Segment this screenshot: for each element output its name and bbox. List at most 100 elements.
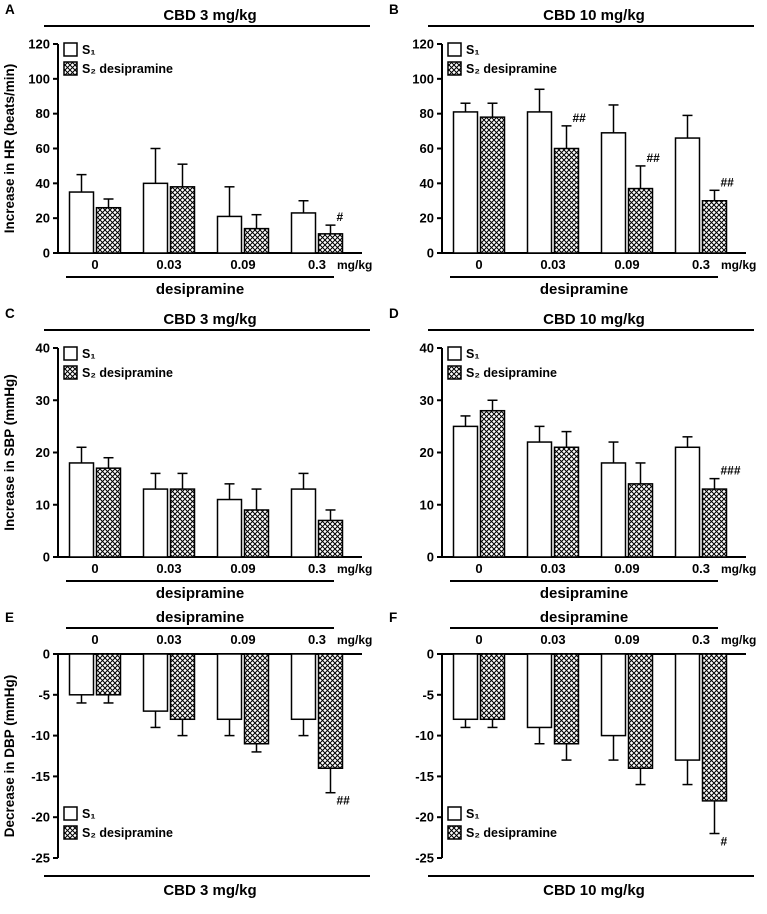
bar-s1 <box>68 191 95 254</box>
y-axis-label: Decrease in DBP (mmHg) <box>2 675 17 838</box>
legend-label: S₂ desipramine <box>82 826 173 840</box>
legend-label: S₁ <box>466 43 480 57</box>
bar-s1 <box>290 488 317 558</box>
y-tick-label: 30 <box>36 393 50 408</box>
legend-swatch <box>63 825 78 840</box>
legend-label: S₁ <box>82 347 96 361</box>
bar-s2 <box>627 483 654 558</box>
y-tick-label: 20 <box>420 445 434 460</box>
bar-s1 <box>216 653 243 721</box>
bar-s2 <box>243 227 270 254</box>
bar-s2 <box>317 519 344 558</box>
y-tick-label: 40 <box>420 341 434 356</box>
panel-letter: F <box>389 610 397 625</box>
panel-b: B CBD 10 mg/kg 0 20 40 60 80 100 120 0 0.03 0.09 0.3… <box>384 0 767 300</box>
y-tick-label: -5 <box>422 687 434 702</box>
bar-s2 <box>243 509 270 558</box>
x-tick-label: 0.09 <box>230 561 255 576</box>
x-axis-group-label: desipramine <box>540 281 628 298</box>
significance-annotation: ### <box>721 464 741 478</box>
y-tick-label: 60 <box>36 141 50 156</box>
legend-label: S₂ desipramine <box>466 826 557 840</box>
x-tick-label: 0.3 <box>692 632 710 647</box>
x-tick-label: 0.3 <box>692 257 710 272</box>
bar-s1 <box>452 425 479 558</box>
significance-annotation: ## <box>573 111 587 125</box>
bar-s2 <box>701 488 728 558</box>
x-tick-label: 0.3 <box>692 561 710 576</box>
x-tick-label: 0.3 <box>308 561 326 576</box>
x-unit-label: mg/kg <box>337 633 372 647</box>
bar-s1 <box>600 653 627 737</box>
x-tick-label: 0.3 <box>308 632 326 647</box>
x-unit-label: mg/kg <box>721 562 756 576</box>
bar-s2 <box>553 147 580 254</box>
bar-s2 <box>169 488 196 558</box>
x-tick-label: 0 <box>475 561 482 576</box>
legend-label: S₂ desipramine <box>82 62 173 76</box>
panel-chart-svg: C CBD 3 mg/kg 0 10 20 30 40 Increase in SBP (mm… <box>2 306 372 602</box>
x-tick-label: 0.3 <box>308 257 326 272</box>
bar-s2 <box>627 187 654 254</box>
legend-label: S₂ desipramine <box>466 62 557 76</box>
x-tick-label: 0.03 <box>540 257 565 272</box>
y-tick-label: -25 <box>31 851 50 866</box>
y-tick-label: -10 <box>415 728 434 743</box>
bar-s2 <box>95 206 122 254</box>
x-axis-group-label: desipramine <box>540 609 628 626</box>
y-tick-label: 120 <box>28 37 50 52</box>
legend-swatch <box>63 365 78 380</box>
significance-annotation: # <box>337 210 344 224</box>
y-tick-label: -15 <box>415 769 434 784</box>
bar-s1 <box>674 653 701 761</box>
bar-s2 <box>479 653 506 721</box>
y-tick-label: 0 <box>427 647 434 662</box>
bar-s1 <box>674 137 701 254</box>
legend-label: S₁ <box>466 807 480 821</box>
bar-s2 <box>479 116 506 254</box>
bar-s2 <box>701 653 728 802</box>
bar-s1 <box>290 212 317 254</box>
x-tick-label: 0.09 <box>614 257 639 272</box>
significance-annotation: ## <box>337 794 351 808</box>
legend-swatch <box>447 806 462 821</box>
panel-title: CBD 10 mg/kg <box>543 7 645 24</box>
x-tick-label: 0.03 <box>156 561 181 576</box>
x-tick-label: 0 <box>91 257 98 272</box>
y-tick-label: 100 <box>412 71 434 86</box>
x-tick-label: 0.03 <box>540 632 565 647</box>
bar-s2 <box>317 653 344 769</box>
legend-swatch <box>447 42 462 57</box>
legend-swatch <box>447 365 462 380</box>
panel-title: CBD 10 mg/kg <box>543 882 645 899</box>
x-tick-label: 0.09 <box>230 257 255 272</box>
y-tick-label: 60 <box>420 141 434 156</box>
bar-s1 <box>526 653 553 729</box>
bar-s1 <box>526 111 553 254</box>
bar-s2 <box>553 446 580 558</box>
y-tick-label: 40 <box>420 176 434 191</box>
panel-chart-svg: B CBD 10 mg/kg 0 20 40 60 80 100 120 0 0.03 0.09 0.3… <box>389 2 756 298</box>
x-tick-label: 0.03 <box>156 632 181 647</box>
bar-s1 <box>290 653 317 721</box>
y-tick-label: 0 <box>43 246 50 261</box>
bar-s1 <box>216 215 243 254</box>
panel-title: CBD 3 mg/kg <box>163 311 256 328</box>
y-tick-label: 20 <box>36 445 50 460</box>
legend-label: S₂ desipramine <box>466 366 557 380</box>
panel-letter: E <box>5 610 14 625</box>
legend-label: S₁ <box>466 347 480 361</box>
y-tick-label: 40 <box>36 341 50 356</box>
x-tick-label: 0 <box>475 632 482 647</box>
legend-swatch <box>63 61 78 76</box>
legend-swatch <box>447 825 462 840</box>
bar-s2 <box>95 467 122 558</box>
bar-s2 <box>479 409 506 558</box>
x-unit-label: mg/kg <box>721 258 756 272</box>
panel-c: C CBD 3 mg/kg 0 10 20 30 40 Increase in SBP (mm… <box>0 304 383 604</box>
bar-s1 <box>452 111 479 254</box>
y-tick-label: 20 <box>36 211 50 226</box>
x-tick-label: 0 <box>91 561 98 576</box>
